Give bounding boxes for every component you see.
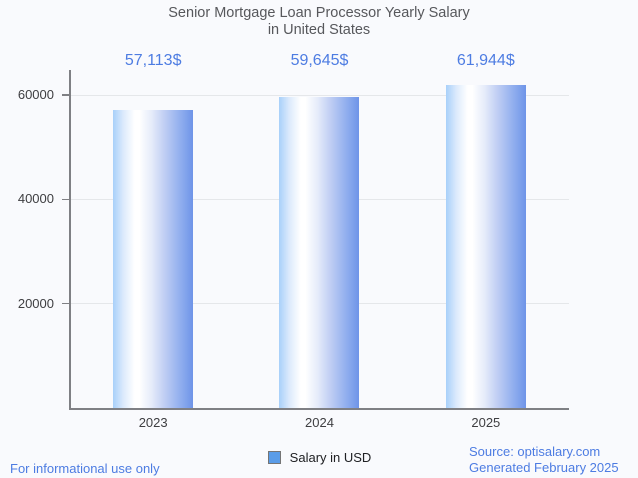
bar-value-label: 59,645$	[290, 52, 349, 69]
x-axis-label: 2025	[471, 415, 501, 430]
y-tick-label: 20000	[17, 295, 54, 311]
y-tick	[62, 302, 70, 305]
y-tick	[62, 198, 70, 201]
disclaimer-text: For informational use only	[10, 461, 160, 476]
source-block: Source: optisalary.com Generated Februar…	[469, 444, 619, 476]
chart-title: Senior Mortgage Loan Processor Yearly Sa…	[0, 5, 638, 39]
bar-slot-2024: 59,645$ 2024	[236, 52, 402, 430]
plot-area: 20000 40000 60000 57,113$ 2023 59,645$ 2…	[18, 52, 569, 430]
chart-title-line1: Senior Mortgage Loan Processor Yearly Sa…	[168, 5, 470, 21]
y-tick	[62, 94, 70, 96]
bar-value-label: 61,944$	[456, 52, 515, 69]
bar-value-label: 57,113$	[124, 52, 182, 69]
chart-title-line2: in United States	[267, 22, 371, 38]
generated-text: Generated February 2025	[469, 460, 619, 475]
x-axis-line	[69, 408, 569, 410]
bar-2023[interactable]	[113, 110, 194, 408]
bar-2025[interactable]	[445, 84, 526, 408]
y-axis-line	[69, 70, 71, 409]
x-axis-label: 2023	[138, 415, 168, 430]
bar-slot-2023: 57,113$ 2023	[70, 52, 236, 430]
x-axis-label: 2024	[305, 415, 334, 430]
legend-label: Salary in USD	[289, 449, 372, 465]
y-tick-label: 40000	[17, 191, 54, 207]
gridline	[70, 94, 569, 96]
y-tick-label: 60000	[17, 87, 54, 102]
bar-slot-2025: 61,944$ 2025	[403, 52, 569, 430]
legend-swatch-icon	[267, 450, 281, 464]
source-text: Source: optisalary.com	[469, 444, 601, 459]
chart-legend: Salary in USD	[70, 448, 569, 466]
bar-2024[interactable]	[279, 96, 360, 408]
